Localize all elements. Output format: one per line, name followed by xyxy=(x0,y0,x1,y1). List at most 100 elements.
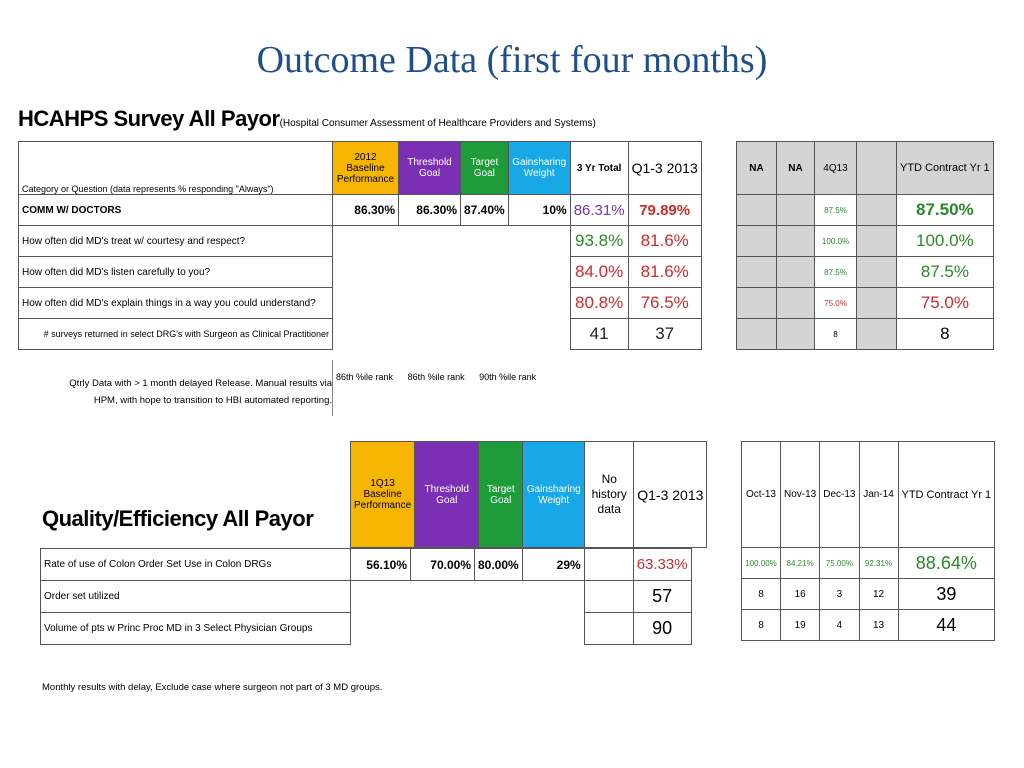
rank-label: 86th %ile rank xyxy=(407,372,465,382)
three-yr-value: 93.8% xyxy=(569,225,629,257)
q13-value: 76.5% xyxy=(627,287,702,319)
table-row: 87.5% 87.5% xyxy=(736,256,994,288)
threshold-value: 70.00% xyxy=(410,548,475,581)
table-row: How often did MD's treat w/ courtesy and… xyxy=(18,225,702,257)
q13-value: 37 xyxy=(627,318,702,350)
month-value: 19 xyxy=(779,609,821,641)
quality-note: Monthly results with delay, Exclude case… xyxy=(42,682,383,693)
three-yr-value: 80.8% xyxy=(569,287,629,319)
row-label: Rate of use of Colon Order Set Use in Co… xyxy=(40,548,351,581)
ytd-value: 8 xyxy=(896,318,994,350)
table-row: How often did MD's listen carefully to y… xyxy=(18,256,702,288)
ytd-value: 87.50% xyxy=(896,194,994,226)
table-row: 100.0% 100.0% xyxy=(736,225,994,257)
quarter-value: 75.0% xyxy=(814,287,857,319)
baseline-value: 56.10% xyxy=(350,548,411,581)
hcahps-subheading: (Hospital Consumer Assessment of Healthc… xyxy=(279,118,596,129)
quarter-value: 8 xyxy=(814,318,857,350)
ytd-header: YTD Contract Yr 1 xyxy=(897,441,996,548)
hcahps-note: Qtrly Data with > 1 month delayed Releas… xyxy=(40,374,332,408)
target-value: 87.40% xyxy=(460,194,509,226)
quarter-value: 87.5% xyxy=(814,194,857,226)
month-value: 4 xyxy=(819,609,860,641)
slide-title: Outcome Data (first four months) xyxy=(256,39,768,81)
month-header: Oct-13 xyxy=(741,441,781,548)
table-row: COMM W/ DOCTORS 86.30% 86.30% 87.40% 10%… xyxy=(18,194,702,226)
hcahps-table: Category or Question (data represents % … xyxy=(18,141,702,350)
month-value: 13 xyxy=(858,609,899,641)
baseline-value: 86.30% xyxy=(332,194,399,226)
quality-table: Rate of use of Colon Order Set Use in Co… xyxy=(40,548,692,645)
table-row: 75.0% 75.0% xyxy=(736,287,994,319)
target-value: 80.00% xyxy=(474,548,523,581)
rank-label: 90th %ile rank xyxy=(479,372,537,382)
month-value: 12 xyxy=(858,578,899,610)
ytd-value: 88.64% xyxy=(897,547,996,579)
table-row: Volume of pts w Princ Proc MD in 3 Selec… xyxy=(40,612,692,645)
quarter-value: 87.5% xyxy=(814,256,857,288)
ytd-value: 44 xyxy=(897,609,996,641)
row-label: Order set utilized xyxy=(40,580,351,613)
q13-value: 79.89% xyxy=(627,194,702,226)
ytd-header: YTD Contract Yr 1 xyxy=(896,141,994,195)
month-header: Jan-14 xyxy=(858,441,899,548)
month-header: Nov-13 xyxy=(779,441,821,548)
row-label: How often did MD's treat w/ courtesy and… xyxy=(18,225,333,257)
month-value: 100.00% xyxy=(741,547,781,579)
row-label: COMM W/ DOCTORS xyxy=(18,194,333,226)
month-value: 8 xyxy=(741,578,781,610)
hcahps-ytd-table: NA NA 4Q13 YTD Contract Yr 1 87.5% 87.50… xyxy=(736,141,994,350)
quarter-header: 4Q13 xyxy=(814,141,857,195)
q13-header: Q1-3 2013 xyxy=(627,141,702,195)
category-header: Category or Question (data represents % … xyxy=(18,141,333,195)
table-row: How often did MD's explain things in a w… xyxy=(18,287,702,319)
month-value: 84.21% xyxy=(779,547,821,579)
divider xyxy=(332,360,333,416)
row-label: # surveys returned in select DRG's with … xyxy=(18,318,333,350)
hcahps-note-line1: Qtrly Data with > 1 month delayed Releas… xyxy=(69,378,332,389)
month-value: 3 xyxy=(819,578,860,610)
q13-value: 63.33% xyxy=(632,548,692,581)
q13-value: 57 xyxy=(632,580,692,613)
blank-header xyxy=(856,141,897,195)
table-row: Order set utilized 57 xyxy=(40,580,692,613)
month-value: 92.31% xyxy=(858,547,899,579)
ytd-value: 39 xyxy=(897,578,996,610)
row-label: Volume of pts w Princ Proc MD in 3 Selec… xyxy=(40,612,351,645)
quality-heading: Quality/Efficiency All Payor xyxy=(42,506,314,531)
quality-ytd-table: Oct-13 Nov-13 Dec-13 Jan-14 YTD Contract… xyxy=(741,441,996,641)
table-row: # surveys returned in select DRG's with … xyxy=(18,318,702,350)
table-row: Rate of use of Colon Order Set Use in Co… xyxy=(40,548,692,581)
weight-header: Gainsharing Weight xyxy=(522,441,586,548)
q13-value: 90 xyxy=(632,612,692,645)
row-label: How often did MD's explain things in a w… xyxy=(18,287,333,319)
quality-header-table: 1Q13 Baseline Performance Threshold Goal… xyxy=(349,441,708,548)
table-row: 8 19 4 13 44 xyxy=(741,609,996,641)
ytd-value: 87.5% xyxy=(896,256,994,288)
hcahps-heading: HCAHPS Survey All Payor(Hospital Consume… xyxy=(18,106,596,132)
row-label: How often did MD's listen carefully to y… xyxy=(18,256,333,288)
rank-label: 86th %ile rank xyxy=(336,372,394,382)
baseline-header: 2012 Baseline Performance xyxy=(332,141,399,195)
three-yr-value: 41 xyxy=(569,318,629,350)
quarter-value: 100.0% xyxy=(814,225,857,257)
three-yr-value: 84.0% xyxy=(569,256,629,288)
q13-value: 81.6% xyxy=(627,225,702,257)
na-header: NA xyxy=(776,141,815,195)
hcahps-note-line2: HPM, with hope to transition to HBI auto… xyxy=(93,395,332,406)
target-header: Target Goal xyxy=(460,141,509,195)
weight-value: 29% xyxy=(521,548,585,581)
table-row: 87.5% 87.50% xyxy=(736,194,994,226)
hcahps-heading-text: HCAHPS Survey All Payor xyxy=(18,106,280,131)
ytd-value: 75.0% xyxy=(896,287,994,319)
threshold-header: Threshold Goal xyxy=(414,441,480,548)
month-value: 16 xyxy=(779,578,821,610)
month-value: 8 xyxy=(741,609,781,641)
ytd-value: 100.0% xyxy=(896,225,994,257)
threshold-header: Threshold Goal xyxy=(398,141,461,195)
q13-value: 81.6% xyxy=(627,256,702,288)
month-value: 75.00% xyxy=(819,547,860,579)
percentile-ranks: 86th %ile rank 86th %ile rank 90th %ile … xyxy=(336,372,548,382)
baseline-header: 1Q13 Baseline Performance xyxy=(349,441,416,548)
history-header: No history data xyxy=(584,441,635,548)
